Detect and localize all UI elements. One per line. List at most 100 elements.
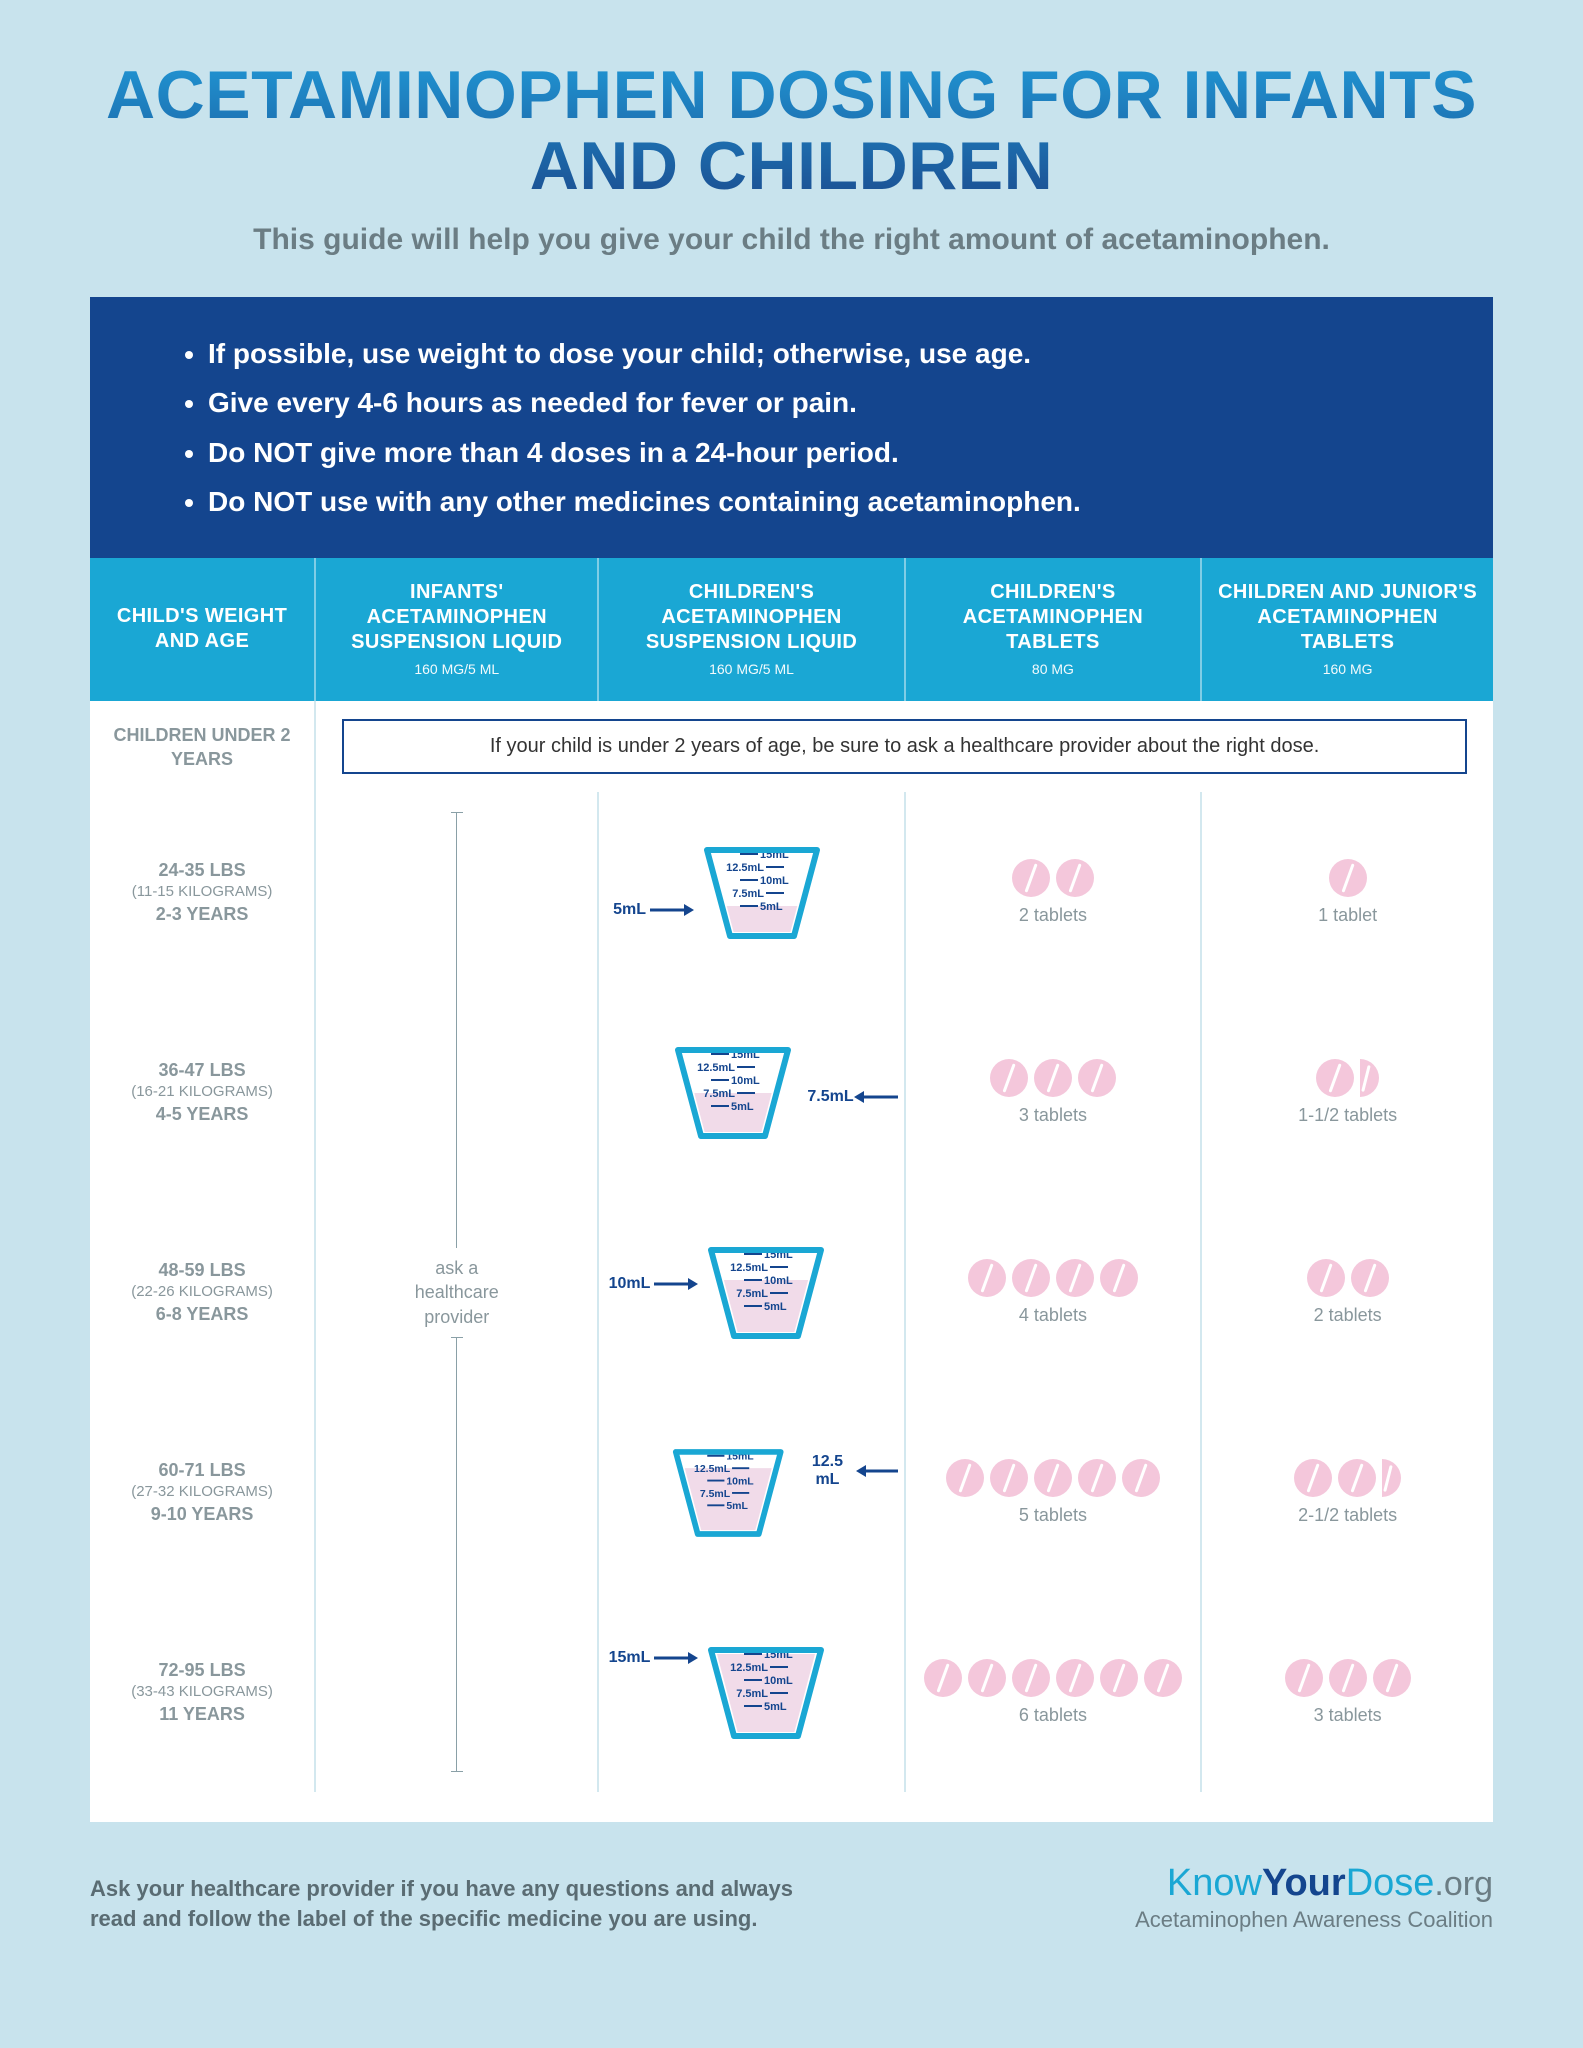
col-header-childrens-liquid: CHILDREN'S ACETAMINOPHEN SUSPENSION LIQU… bbox=[598, 558, 904, 701]
tablets-80-cell: 5 tablets bbox=[905, 1392, 1202, 1592]
weight-lbs: 72-95 LBS bbox=[96, 1658, 308, 1682]
table-row: 48-59 LBS(22-26 KILOGRAMS)6-8 YEARS10mL … bbox=[90, 1192, 1493, 1392]
dose-arrow-icon: 12.5 mL bbox=[793, 1453, 898, 1489]
tablet-icon bbox=[990, 1059, 1028, 1097]
tablet-icons bbox=[912, 1459, 1195, 1497]
age-cell: 24-35 LBS(11-15 KILOGRAMS)2-3 YEARS bbox=[90, 792, 315, 992]
dose-ml-label: 7.5mL bbox=[807, 1088, 853, 1106]
tablet-icon bbox=[968, 1659, 1006, 1697]
col-header-infants-liquid: INFANTS' ACETAMINOPHEN SUSPENSION LIQUID… bbox=[315, 558, 598, 701]
tablets-160-label: 1 tablet bbox=[1208, 905, 1487, 926]
dose-cup-icon: 15mL12.5mL10mL7.5mL5mL bbox=[671, 1442, 785, 1542]
under-2-message: If your child is under 2 years of age, b… bbox=[342, 719, 1467, 774]
footer: Ask your healthcare provider if you have… bbox=[90, 1862, 1493, 1933]
tablet-icons bbox=[1208, 1459, 1487, 1497]
tablets-80-label: 2 tablets bbox=[912, 905, 1195, 926]
tablets-160-cell: 2 tablets bbox=[1201, 1192, 1493, 1392]
instruction-item: Do NOT use with any other medicines cont… bbox=[208, 477, 1403, 526]
svg-text:12.5mL: 12.5mL bbox=[694, 1464, 731, 1475]
svg-text:7.5mL: 7.5mL bbox=[737, 1288, 769, 1300]
tablets-80-label: 5 tablets bbox=[912, 1505, 1195, 1526]
weight-lbs: 24-35 LBS bbox=[96, 858, 308, 882]
instruction-item: Give every 4-6 hours as needed for fever… bbox=[208, 378, 1403, 427]
tablet-icon bbox=[1329, 1659, 1367, 1697]
row-under-2: CHILDREN UNDER 2 YEARS If your child is … bbox=[90, 701, 1493, 792]
age-years: 6-8 YEARS bbox=[96, 1302, 308, 1326]
instruction-item: If possible, use weight to dose your chi… bbox=[208, 329, 1403, 378]
tablet-icon bbox=[1294, 1459, 1332, 1497]
page: ACETAMINOPHEN DOSING FOR INFANTS AND CHI… bbox=[0, 0, 1583, 1983]
table-row: 24-35 LBS(11-15 KILOGRAMS)2-3 YEARSask a… bbox=[90, 792, 1493, 992]
liquid-dose-cell: 15mL12.5mL10mL7.5mL5mL 7.5mL bbox=[598, 992, 904, 1192]
half-tablet-icon bbox=[1360, 1059, 1379, 1097]
svg-text:5mL: 5mL bbox=[731, 1101, 754, 1113]
tablet-icons bbox=[912, 1259, 1195, 1297]
tablet-icon bbox=[1012, 859, 1050, 897]
tablet-icon bbox=[1338, 1459, 1376, 1497]
card: If possible, use weight to dose your chi… bbox=[90, 297, 1493, 1823]
liquid-dose-cell: 5mL 15mL12.5mL10mL7.5mL5mL bbox=[598, 792, 904, 992]
liquid-dose-cell: 10mL 15mL12.5mL10mL7.5mL5mL bbox=[598, 1192, 904, 1392]
svg-text:12.5mL: 12.5mL bbox=[697, 1062, 735, 1074]
weight-kg: (27-32 KILOGRAMS) bbox=[96, 1482, 308, 1502]
col-header-tablets-80: CHILDREN'S ACETAMINOPHEN TABLETS 80 MG bbox=[905, 558, 1202, 701]
tablet-icon bbox=[1351, 1259, 1389, 1297]
tablet-icon bbox=[1100, 1259, 1138, 1297]
tablet-icon bbox=[924, 1659, 962, 1697]
tablet-icons bbox=[1208, 1659, 1487, 1697]
tablet-icon bbox=[1078, 1459, 1116, 1497]
dosing-table: CHILD'S WEIGHT AND AGE INFANTS' ACETAMIN… bbox=[90, 558, 1493, 1792]
tablets-160-label: 2-1/2 tablets bbox=[1208, 1505, 1487, 1526]
half-tablet-icon bbox=[1382, 1459, 1401, 1497]
dose-ml-label: 12.5 mL bbox=[799, 1453, 856, 1489]
tablet-icon bbox=[1144, 1659, 1182, 1697]
col-header-tablets-160: CHILDREN AND JUNIOR'S ACETAMINOPHEN TABL… bbox=[1201, 558, 1493, 701]
tablet-icon bbox=[990, 1459, 1028, 1497]
svg-text:5mL: 5mL bbox=[726, 1502, 748, 1513]
under-2-message-cell: If your child is under 2 years of age, b… bbox=[315, 701, 1493, 792]
tablet-icon bbox=[1056, 859, 1094, 897]
svg-text:12.5mL: 12.5mL bbox=[731, 1262, 769, 1274]
tablet-icon bbox=[1316, 1059, 1354, 1097]
age-years: 11 YEARS bbox=[96, 1702, 308, 1726]
tablet-icon bbox=[1034, 1459, 1072, 1497]
age-cell: 48-59 LBS(22-26 KILOGRAMS)6-8 YEARS bbox=[90, 1192, 315, 1392]
weight-lbs: 60-71 LBS bbox=[96, 1458, 308, 1482]
brand-logo: KnowYourDose.org bbox=[1135, 1862, 1493, 1905]
tablets-80-cell: 3 tablets bbox=[905, 992, 1202, 1192]
instruction-item: Do NOT give more than 4 doses in a 24-ho… bbox=[208, 428, 1403, 477]
svg-text:7.5mL: 7.5mL bbox=[699, 1489, 730, 1500]
svg-text:12.5mL: 12.5mL bbox=[726, 862, 764, 874]
key-instructions: If possible, use weight to dose your chi… bbox=[90, 297, 1493, 559]
tablets-80-cell: 2 tablets bbox=[905, 792, 1202, 992]
age-years: 9-10 YEARS bbox=[96, 1502, 308, 1526]
svg-text:5mL: 5mL bbox=[764, 1701, 787, 1713]
age-cell: 36-47 LBS(16-21 KILOGRAMS)4-5 YEARS bbox=[90, 992, 315, 1192]
tablets-160-cell: 2-1/2 tablets bbox=[1201, 1392, 1493, 1592]
tablet-icon bbox=[1122, 1459, 1160, 1497]
tablet-icon bbox=[1329, 859, 1367, 897]
svg-text:7.5mL: 7.5mL bbox=[704, 1088, 736, 1100]
table-row: 72-95 LBS(33-43 KILOGRAMS)11 YEARS15mL 1… bbox=[90, 1592, 1493, 1792]
tablet-icons bbox=[1208, 859, 1487, 897]
dose-cup-icon: 15mL12.5mL10mL7.5mL5mL bbox=[673, 1042, 793, 1142]
svg-text:5mL: 5mL bbox=[764, 1301, 787, 1313]
tablets-160-cell: 1-1/2 tablets bbox=[1201, 992, 1493, 1192]
age-cell: CHILDREN UNDER 2 YEARS bbox=[90, 701, 315, 792]
tablet-icon bbox=[1100, 1659, 1138, 1697]
age-years: 2-3 YEARS bbox=[96, 902, 308, 926]
tablet-icon bbox=[968, 1259, 1006, 1297]
page-title: ACETAMINOPHEN DOSING FOR INFANTS AND CHI… bbox=[90, 60, 1493, 203]
age-cell: 60-71 LBS(27-32 KILOGRAMS)9-10 YEARS bbox=[90, 1392, 315, 1592]
weight-kg: (16-21 KILOGRAMS) bbox=[96, 1082, 308, 1102]
svg-text:10mL: 10mL bbox=[726, 1477, 754, 1488]
tablet-icon bbox=[1373, 1659, 1411, 1697]
tablet-icon bbox=[1078, 1059, 1116, 1097]
tablets-80-cell: 4 tablets bbox=[905, 1192, 1202, 1392]
weight-lbs: 48-59 LBS bbox=[96, 1258, 308, 1282]
svg-text:10mL: 10mL bbox=[764, 1675, 793, 1687]
svg-text:10mL: 10mL bbox=[760, 875, 789, 887]
liquid-dose-cell: 15mL12.5mL10mL7.5mL5mL 12.5 mL bbox=[598, 1392, 904, 1592]
tablet-icon bbox=[1285, 1659, 1323, 1697]
tablets-160-cell: 3 tablets bbox=[1201, 1592, 1493, 1792]
